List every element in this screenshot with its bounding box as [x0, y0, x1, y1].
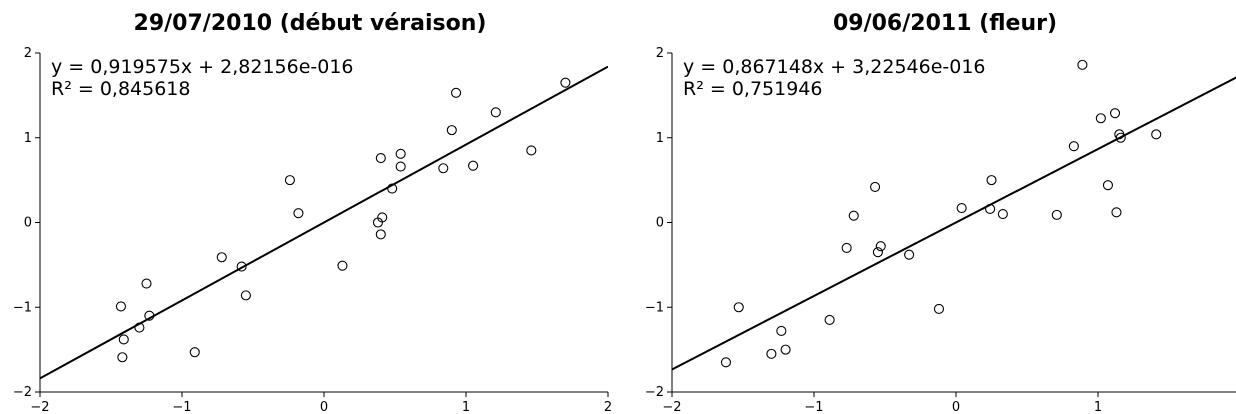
data-point — [848, 210, 859, 221]
x-tick-label: −2 — [30, 400, 49, 414]
regression-line — [40, 65, 608, 380]
data-point — [841, 242, 852, 253]
chart-panel-1: 29/07/2010 (début véraison) −2 −1 0 1 2 −2 −1 0 1… — [13, 11, 612, 414]
data-point — [1111, 207, 1122, 218]
data-point — [875, 241, 886, 252]
data-point — [377, 212, 388, 223]
data-point — [720, 357, 732, 368]
data-point — [451, 87, 462, 98]
data-point — [438, 163, 449, 174]
chart-title: 09/06/2011 (fleur) — [833, 11, 1057, 36]
r-squared-label: R² = 0,845618 — [51, 78, 190, 100]
data-point — [144, 310, 155, 321]
data-point — [134, 322, 145, 333]
r-squared-label: R² = 0,751946 — [683, 78, 822, 100]
y-tick-label: 0 — [656, 216, 664, 231]
data-point — [490, 107, 501, 118]
data-point — [986, 175, 997, 186]
y-tick-label: 1 — [24, 131, 32, 146]
x-tick-label: −1 — [804, 400, 823, 414]
regression-equation: y = 0,919575x + 2,82156e-016 — [51, 56, 354, 78]
y-tick-label: −2 — [13, 385, 32, 400]
x-tick-label: −2 — [662, 400, 681, 414]
data-point — [293, 208, 304, 219]
data-point — [870, 181, 881, 192]
data-point — [395, 148, 406, 159]
y-tick-label: 2 — [24, 46, 32, 61]
data-point — [395, 161, 406, 172]
data-point — [236, 261, 247, 272]
data-point — [115, 301, 126, 312]
data-point — [733, 302, 744, 313]
data-point — [141, 278, 152, 289]
x-tick-label: −1 — [172, 400, 191, 414]
regression-line — [672, 76, 1236, 371]
regression-equation: y = 0,867148x + 3,22546e-016 — [683, 56, 986, 78]
data-point — [118, 334, 129, 345]
data-point — [933, 303, 945, 314]
x-tick-label: 0 — [320, 400, 328, 414]
data-point — [216, 252, 227, 263]
y-tick-label: 1 — [656, 131, 664, 146]
y-tick-label: −2 — [645, 385, 664, 400]
x-tick-label: 2 — [604, 400, 612, 414]
data-point — [1109, 108, 1121, 119]
data-point — [766, 348, 777, 359]
chart-title: 29/07/2010 (début véraison) — [134, 11, 487, 36]
data-point — [117, 352, 128, 363]
data-point — [1077, 59, 1088, 70]
y-tick-label: 0 — [24, 216, 32, 231]
data-point — [956, 203, 967, 214]
data-point — [780, 344, 791, 355]
data-point — [776, 325, 787, 337]
x-tick-label: 0 — [952, 400, 960, 414]
data-point — [526, 145, 537, 156]
x-tick-label: 1 — [462, 400, 470, 414]
data-point — [240, 290, 251, 301]
data-point — [560, 77, 571, 88]
data-point — [468, 160, 479, 171]
data-point — [1095, 113, 1106, 124]
y-tick-label: −1 — [13, 300, 32, 315]
data-point — [375, 153, 386, 164]
data-point — [997, 208, 1008, 220]
x-tick-label: 1 — [1094, 400, 1102, 414]
data-point — [446, 125, 457, 136]
data-point — [1051, 209, 1062, 220]
data-point — [189, 347, 200, 358]
data-point — [375, 229, 386, 240]
data-point — [284, 175, 295, 186]
chart-panel-2: 09/06/2011 (fleur) −2 −1 0 1 2 −2 −1 0 1 y = 0,867… — [645, 11, 1236, 414]
data-point — [337, 260, 348, 271]
data-point — [1115, 132, 1126, 143]
y-tick-label: −1 — [645, 300, 664, 315]
y-tick-label: 2 — [656, 46, 664, 61]
data-point — [1102, 180, 1113, 191]
data-point — [904, 249, 915, 260]
data-point — [824, 314, 835, 326]
data-point — [985, 203, 996, 214]
data-point — [387, 183, 398, 194]
data-point — [872, 247, 883, 258]
data-point — [1068, 141, 1079, 152]
data-point — [1151, 129, 1162, 140]
